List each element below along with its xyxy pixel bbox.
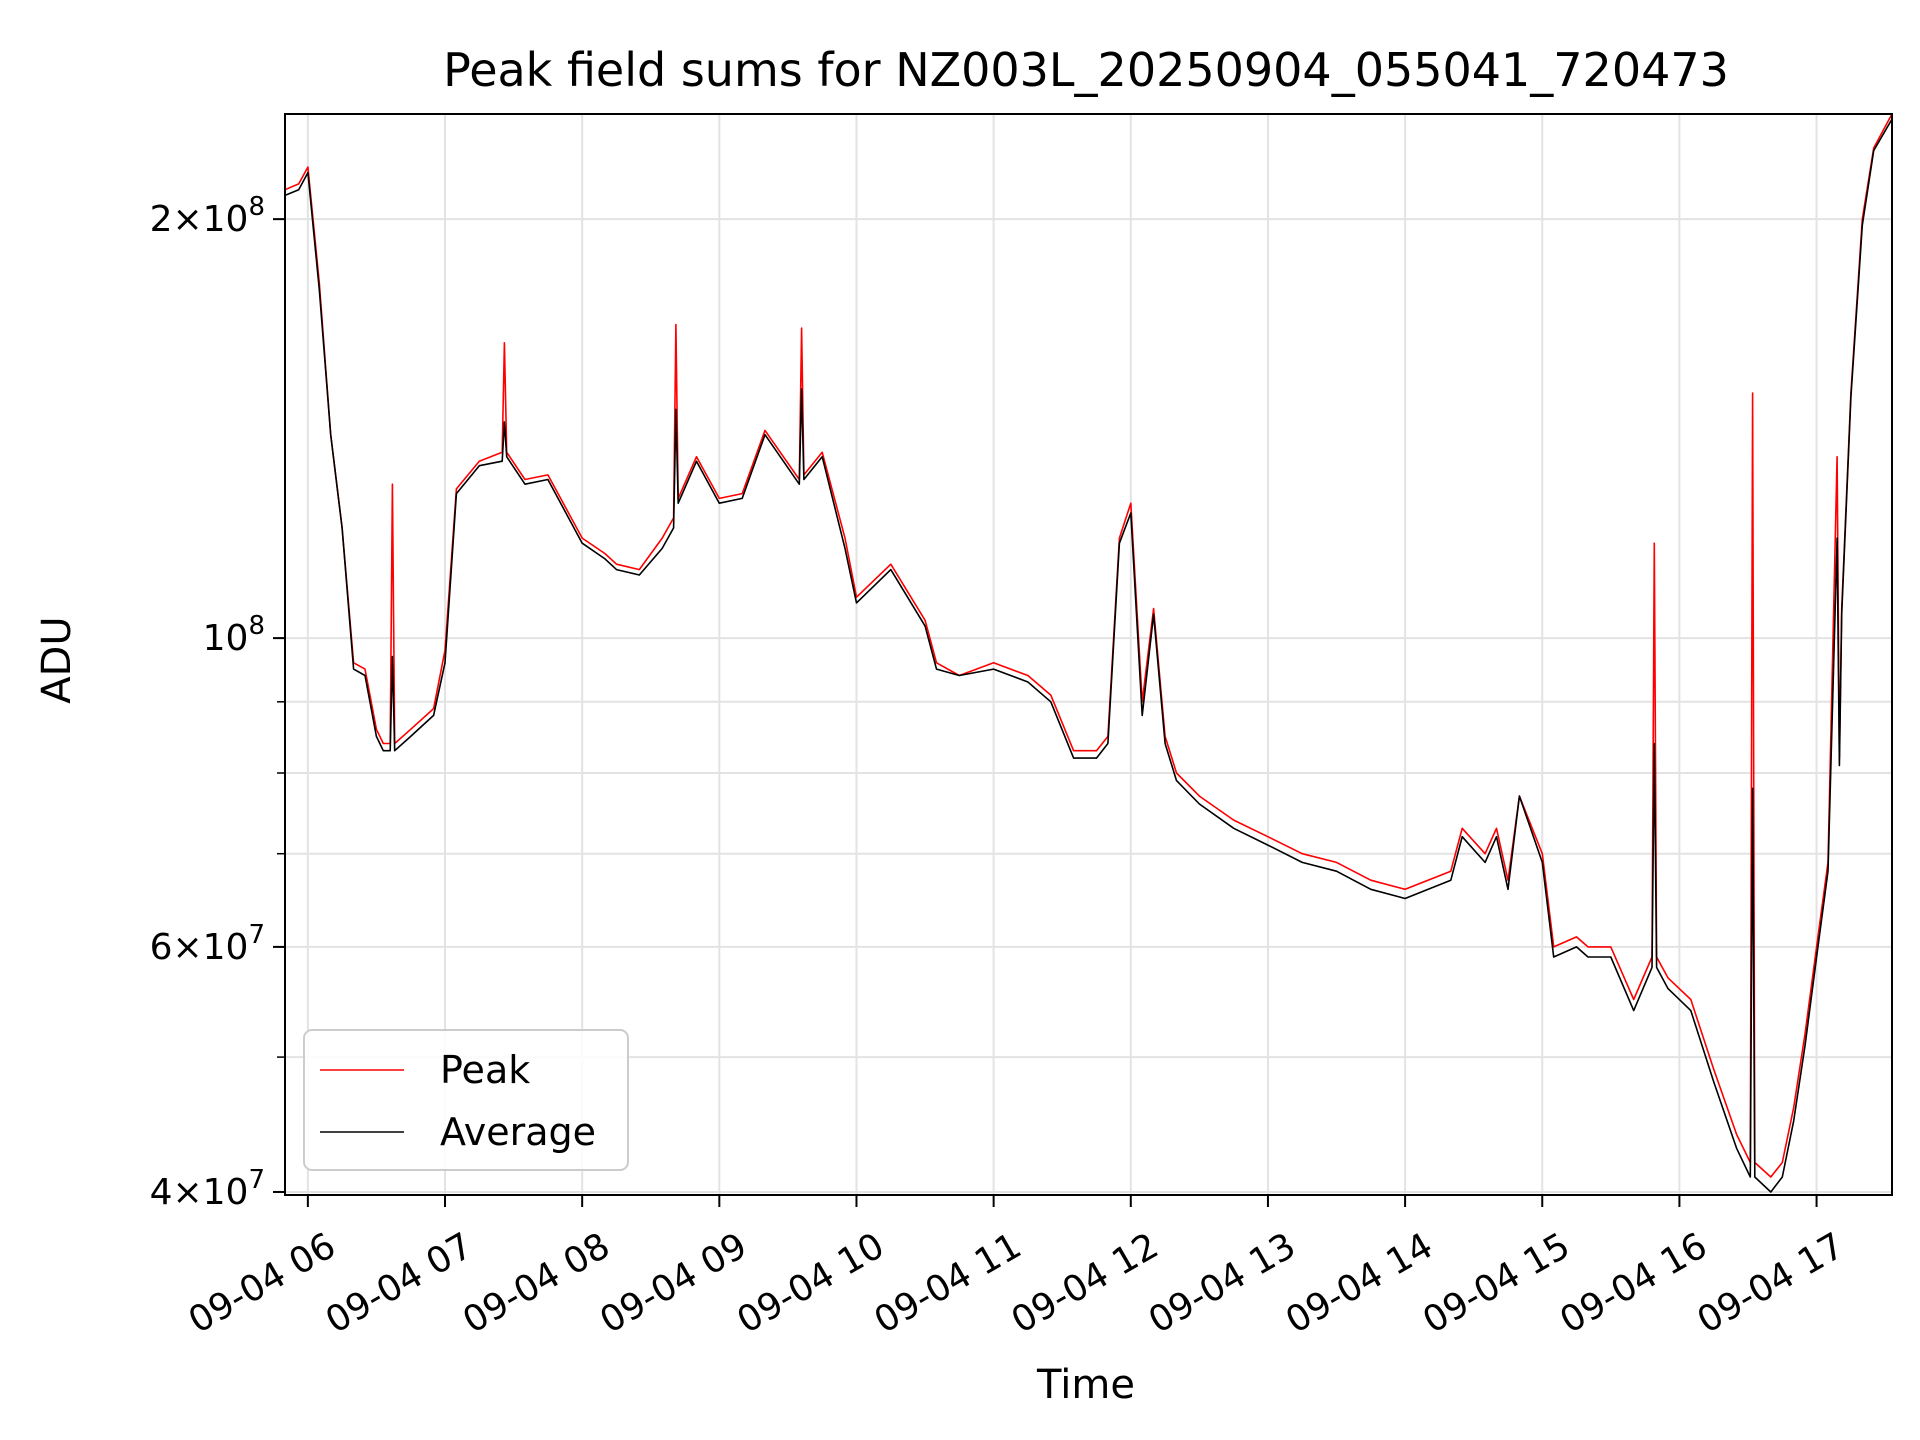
y-tick-label: 4×107 — [150, 1165, 265, 1213]
grid — [285, 114, 1892, 1195]
legend: Peak Average — [303, 1029, 629, 1171]
y-tick-label: 108 — [203, 611, 265, 659]
series-line-peak — [285, 114, 1892, 1178]
axes-frame — [284, 113, 1893, 1196]
series-line-average — [285, 118, 1892, 1193]
plot-area — [285, 114, 1892, 1193]
legend-label: Peak — [440, 1048, 530, 1092]
y-axis-label: ADU — [34, 616, 80, 703]
y-tick-label: 6×107 — [150, 920, 265, 968]
legend-label: Average — [440, 1110, 596, 1154]
legend-box — [303, 1029, 629, 1171]
y-tick-label: 2×108 — [150, 192, 265, 240]
chart-title: Peak field sums for NZ003L_20250904_0550… — [443, 43, 1729, 97]
x-axis-label: Time — [1036, 1362, 1135, 1408]
